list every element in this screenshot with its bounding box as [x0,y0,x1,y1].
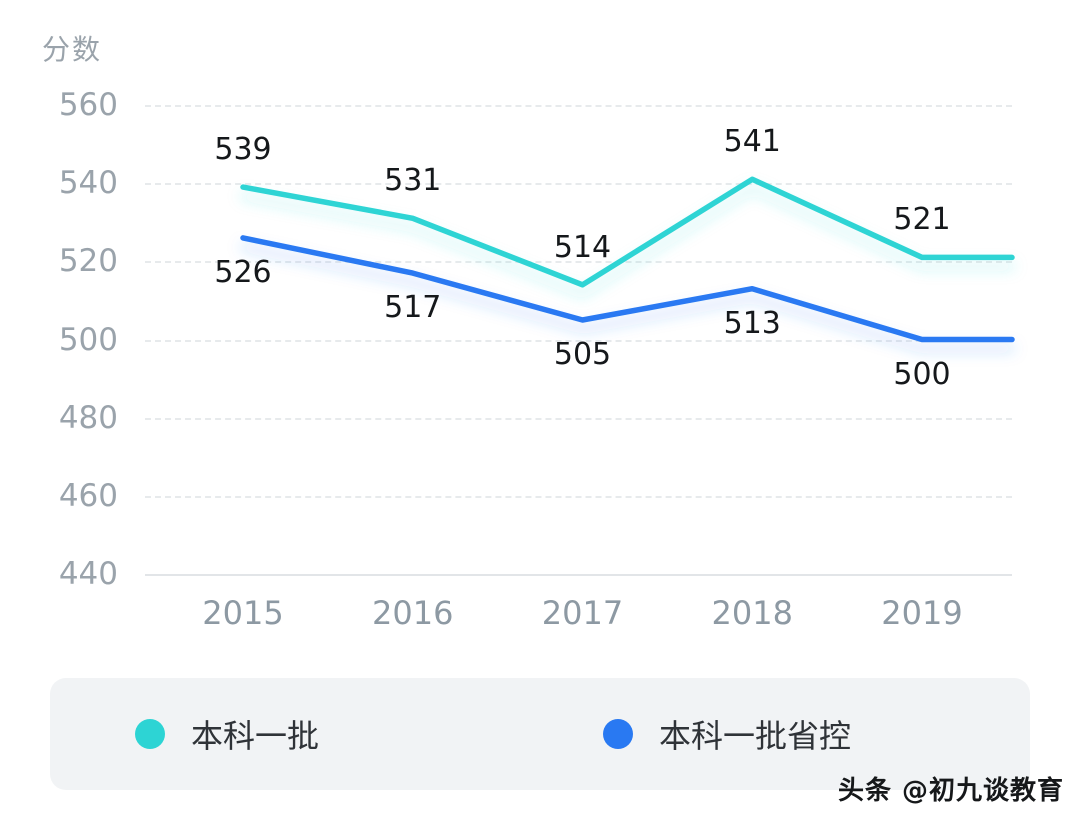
x-tick-label: 2015 [202,594,284,632]
gridline [145,417,1012,420]
series-line-0 [240,176,1015,288]
legend-item-0[interactable]: 本科一批 [135,678,319,790]
legend-label: 本科一批省控 [659,717,852,755]
y-tick-label: 500 [58,321,118,358]
legend-dot [135,719,165,749]
data-label: 500 [893,356,951,392]
data-label: 541 [723,124,781,160]
gridline [145,105,1012,107]
data-label: 526 [214,254,272,290]
y-tick-label: 520 [58,243,118,280]
gridline [145,261,1012,264]
gridline [145,574,1012,576]
data-label: 505 [553,336,612,372]
x-tick-label: 2018 [711,594,793,632]
data-label: 521 [893,202,951,238]
watermark-text: 头条 @初九谈教育 [837,776,1064,806]
legend-label: 本科一批 [191,717,320,755]
y-tick-label: 560 [58,87,118,123]
data-label: 514 [553,229,612,265]
data-label: 539 [214,132,272,168]
y-tick-label: 440 [58,556,118,592]
watermark: 头条 @初九谈教育 [838,770,1064,807]
series-line-1 [240,235,1015,343]
y-axis-title: 分数 [42,33,103,66]
legend: 本科一批 本科一批省控 [50,678,1030,790]
legend-item-1[interactable]: 本科一批省控 [603,678,851,790]
legend-dot [603,719,633,749]
y-tick-label: 460 [58,477,118,514]
x-tick-label: 2016 [372,594,454,632]
gridline [145,495,1012,498]
gridline [145,183,1012,186]
y-tick-label: 540 [58,165,118,202]
x-tick-label: 2017 [541,594,624,632]
x-tick-label: 2019 [881,594,963,632]
y-tick-label: 480 [58,399,118,436]
gridline [145,339,1012,342]
data-label: 531 [384,163,442,199]
data-label: 517 [384,290,442,326]
data-label: 513 [723,305,781,341]
